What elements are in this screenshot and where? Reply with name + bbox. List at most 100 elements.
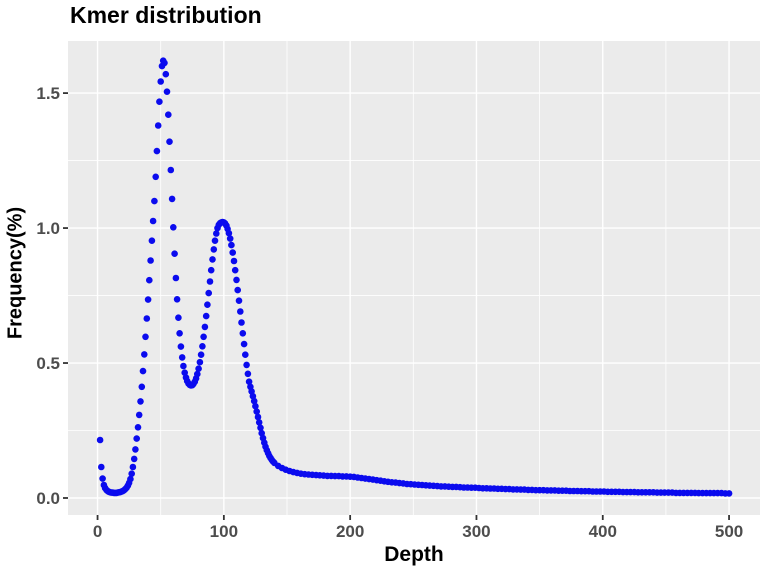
data-point <box>235 297 243 305</box>
data-point <box>194 370 201 378</box>
data-point <box>138 383 146 391</box>
data-point <box>244 370 252 378</box>
x-axis-title: Depth <box>384 543 444 566</box>
data-point <box>252 402 259 410</box>
data-point <box>141 351 148 358</box>
data-point <box>176 330 183 337</box>
data-point <box>135 411 143 419</box>
data-point <box>238 319 245 326</box>
data-point <box>167 166 175 174</box>
data-point <box>170 224 177 231</box>
x-tick-label: 400 <box>589 522 617 541</box>
data-point <box>161 59 168 67</box>
y-tick-label: 0.0 <box>36 489 60 508</box>
data-point <box>96 436 104 444</box>
data-point <box>172 274 180 282</box>
y-tick-label: 1.5 <box>36 84 60 103</box>
data-point <box>171 250 178 257</box>
data-point <box>175 314 182 322</box>
data-point <box>130 455 138 463</box>
data-point <box>205 289 212 297</box>
data-point <box>157 78 164 85</box>
data-point <box>210 246 218 253</box>
data-point <box>98 463 105 471</box>
data-point <box>163 88 171 95</box>
x-tick-label: 200 <box>336 522 364 541</box>
data-point <box>149 217 157 225</box>
data-point <box>132 446 139 453</box>
data-point <box>253 408 260 415</box>
data-point <box>250 397 258 405</box>
data-point <box>166 138 173 145</box>
data-point <box>233 276 240 284</box>
x-tick-label: 300 <box>462 522 490 541</box>
data-point <box>237 308 244 315</box>
data-point <box>197 351 205 359</box>
data-point <box>152 173 159 181</box>
y-tick-label: 0.5 <box>36 354 60 373</box>
data-point <box>225 229 233 237</box>
data-point <box>148 237 156 244</box>
data-point <box>245 378 253 386</box>
data-point <box>229 249 236 256</box>
data-point <box>156 98 163 105</box>
data-point <box>202 312 210 320</box>
data-point <box>129 463 137 471</box>
data-point <box>243 361 250 369</box>
data-point <box>154 122 162 129</box>
data-point <box>255 419 263 426</box>
data-point <box>178 354 186 361</box>
data-point <box>134 424 142 431</box>
data-point <box>257 424 264 432</box>
panel-background <box>68 41 760 515</box>
data-point <box>127 475 134 483</box>
chart-title: Kmer distribution <box>70 2 262 28</box>
data-point <box>133 435 140 442</box>
x-tick-label: 0 <box>93 522 102 541</box>
data-point <box>230 257 238 265</box>
data-point <box>206 278 214 285</box>
data-point <box>207 266 215 274</box>
data-point <box>139 367 147 375</box>
x-tick-label: 100 <box>210 522 238 541</box>
data-point <box>195 365 202 373</box>
data-point <box>234 286 241 294</box>
data-point <box>165 111 172 118</box>
data-point <box>147 257 154 264</box>
data-point <box>204 301 211 309</box>
x-tick-label: 500 <box>715 522 743 541</box>
data-point <box>239 330 247 337</box>
data-point <box>168 195 176 203</box>
data-point <box>242 351 249 359</box>
data-point <box>199 343 206 350</box>
data-point <box>231 266 239 274</box>
data-point <box>254 413 262 421</box>
data-point <box>151 197 158 205</box>
data-point <box>146 276 153 284</box>
data-point <box>153 147 161 155</box>
data-point <box>240 340 248 348</box>
data-point <box>725 490 733 497</box>
data-point <box>142 333 149 341</box>
data-point <box>180 362 187 370</box>
data-point <box>213 230 220 237</box>
data-point <box>144 296 152 303</box>
y-axis-title: Frequency(%) <box>4 206 27 340</box>
data-point <box>177 343 185 350</box>
data-point <box>173 296 181 303</box>
data-point <box>99 475 106 482</box>
data-point <box>162 70 170 78</box>
data-point <box>228 241 235 249</box>
data-point <box>137 398 144 405</box>
data-point <box>143 315 151 322</box>
data-point <box>200 333 207 341</box>
data-point <box>226 235 234 242</box>
data-point <box>128 470 135 478</box>
data-point <box>209 256 216 263</box>
data-point <box>201 323 209 331</box>
data-point <box>211 237 219 244</box>
data-point <box>196 358 204 366</box>
y-tick-label: 1.0 <box>36 219 60 238</box>
